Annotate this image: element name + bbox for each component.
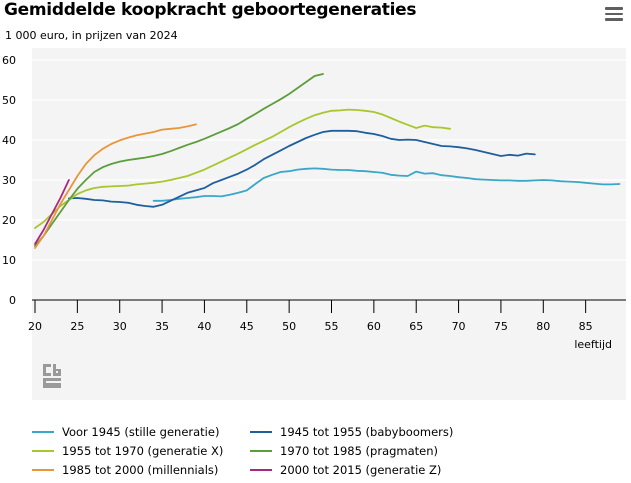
page-subtitle: 1 000 euro, in prijzen van 2024	[5, 29, 178, 42]
legend-swatch	[32, 469, 54, 471]
x-tick-label: 30	[113, 320, 127, 333]
legend-label: 2000 tot 2015 (generatie Z)	[280, 463, 442, 477]
legend-label: 1970 tot 1985 (pragmaten)	[280, 444, 439, 458]
x-tick-label: 60	[367, 320, 381, 333]
x-tick-label: 20	[28, 320, 42, 333]
legend-item[interactable]: 1955 tot 1970 (generatie X)	[32, 444, 223, 458]
series-line[interactable]	[34, 123, 197, 249]
legend-swatch	[250, 450, 272, 452]
series-line[interactable]	[152, 167, 621, 202]
legend-label: 1985 tot 2000 (millennials)	[62, 463, 219, 477]
x-tick-label: 75	[494, 320, 508, 333]
legend-item[interactable]: 1985 tot 2000 (millennials)	[32, 463, 218, 477]
legend-swatch	[32, 450, 54, 452]
legend-label: 1945 tot 1955 (babyboomers)	[280, 425, 454, 439]
x-axis-label: leeftijd	[574, 338, 612, 351]
chart-x-tick-labels: 20 25 30 35 40 45 50 55 60 65 70 75 80 85	[28, 300, 593, 333]
series-line[interactable]	[34, 73, 324, 247]
chart-legend: Voor 1945 (stille generatie) 1945 tot 19…	[0, 420, 631, 483]
page-title: Gemiddelde koopkracht geboortegeneraties	[4, 0, 417, 20]
legend-item[interactable]: Voor 1945 (stille generatie)	[32, 425, 219, 439]
series-line[interactable]	[68, 129, 536, 208]
x-tick-label: 25	[70, 320, 84, 333]
legend-item[interactable]: 1970 tot 1985 (pragmaten)	[250, 444, 438, 458]
y-tick-label: 0	[9, 294, 16, 307]
y-tick-label: 20	[2, 214, 16, 227]
legend-item[interactable]: 2000 tot 2015 (generatie Z)	[250, 463, 441, 477]
x-tick-label: 55	[325, 320, 339, 333]
legend-label: Voor 1945 (stille generatie)	[62, 425, 220, 439]
chart-background	[32, 48, 626, 400]
menu-bar	[605, 18, 623, 21]
chart-y-tick-labels: 0 10 20 30 40 50 60	[2, 54, 16, 307]
cbs-logo-icon	[43, 364, 61, 388]
series-line[interactable]	[34, 108, 452, 229]
series-line[interactable]	[34, 179, 70, 245]
menu-bar	[605, 12, 623, 16]
x-tick-label: 40	[197, 320, 211, 333]
hamburger-menu-icon[interactable]	[605, 7, 623, 21]
y-tick-label: 40	[2, 134, 16, 147]
x-tick-label: 85	[579, 320, 593, 333]
legend-swatch	[32, 431, 54, 433]
x-tick-label: 80	[536, 320, 550, 333]
y-tick-label: 10	[2, 254, 16, 267]
chart-series-lines	[34, 73, 621, 249]
y-tick-label: 50	[2, 94, 16, 107]
legend-item[interactable]: 1945 tot 1955 (babyboomers)	[250, 425, 453, 439]
y-tick-label: 30	[2, 174, 16, 187]
legend-swatch	[250, 431, 272, 433]
menu-bar	[605, 7, 623, 10]
x-tick-label: 35	[155, 320, 169, 333]
line-chart: 0 10 20 30 40 50 60 20 25 30 35 40 45 50 55 60 65 70 75 80…	[2, 54, 626, 351]
x-tick-label: 45	[240, 320, 254, 333]
y-tick-label: 60	[2, 54, 16, 67]
legend-swatch	[250, 469, 272, 471]
x-tick-label: 65	[409, 320, 423, 333]
x-tick-label: 70	[452, 320, 466, 333]
x-tick-label: 50	[282, 320, 296, 333]
legend-label: 1955 tot 1970 (generatie X)	[62, 444, 224, 458]
